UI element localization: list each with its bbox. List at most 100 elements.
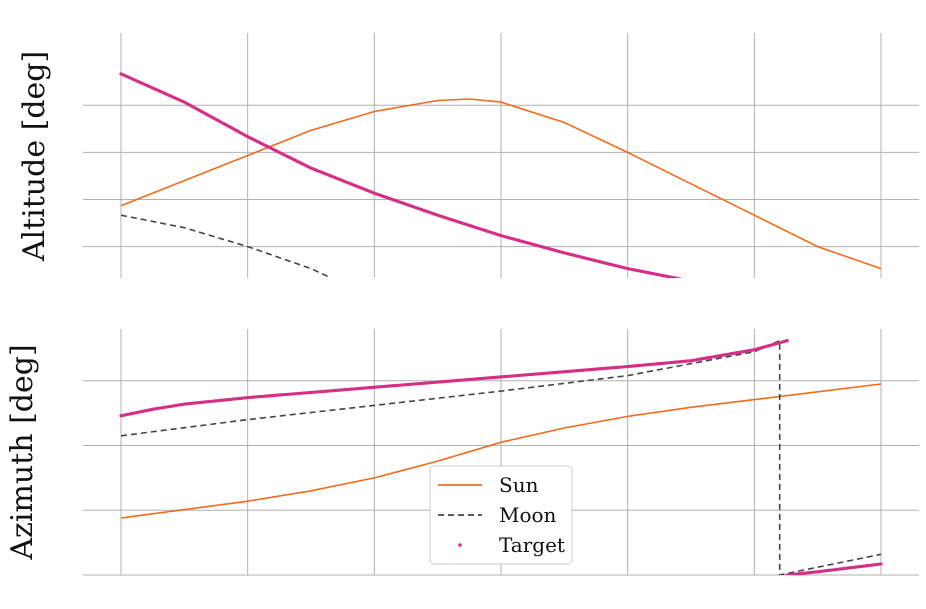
altitude-target-point: [718, 282, 721, 285]
altitude-target-point: [812, 286, 815, 289]
altitude-target-point: [828, 285, 831, 288]
altitude-target-point: [798, 285, 801, 288]
altitude-target-point: [784, 285, 787, 288]
legend-item-sun: Sun: [438, 473, 539, 497]
azimuth-series-target: [119, 339, 789, 418]
altitude-target-point: [843, 283, 846, 286]
altitude-target-point: [873, 280, 876, 283]
altitude-target-point: [751, 284, 754, 287]
altitude-moon-line: [120, 214, 332, 278]
azimuth-axis-label: Azimuth [deg]: [5, 344, 40, 560]
altitude-target-point: [857, 282, 860, 285]
altitude-target-point: [747, 284, 750, 287]
altitude-target-point: [723, 282, 726, 285]
altitude-target-point: [714, 281, 717, 284]
altitude-target-point: [804, 286, 807, 289]
altitude-target-point: [745, 284, 748, 287]
altitude-target-point: [786, 285, 789, 288]
altitude-target-point: [861, 281, 864, 284]
altitude-target-point: [754, 284, 757, 287]
legend-label: Sun: [499, 473, 539, 497]
legend: Sun Moon Target: [429, 465, 573, 565]
altitude-target-point: [730, 283, 733, 286]
altitude-panel: Altitude [deg]: [17, 33, 919, 289]
altitude-target-point: [827, 285, 830, 288]
altitude-axis-label: Altitude [deg]: [17, 51, 52, 262]
altitude-target-point: [872, 280, 875, 283]
legend-item-moon: Moon: [438, 503, 557, 527]
altitude-target-point: [806, 286, 809, 289]
altitude-series: [119, 72, 882, 289]
altitude-target-point: [694, 280, 697, 283]
altitude-target-point: [790, 285, 793, 288]
legend-item-target: Target: [458, 533, 565, 557]
altitude-target-point: [815, 286, 818, 289]
altitude-target-point: [756, 284, 759, 287]
altitude-target-point: [833, 284, 836, 287]
altitude-target-point: [780, 285, 783, 288]
legend-label: Target: [499, 533, 565, 557]
altitude-target-point: [741, 283, 744, 286]
altitude-target-point: [689, 280, 692, 283]
altitude-target-point: [796, 285, 799, 288]
altitude-target-point: [712, 281, 715, 284]
altitude-target-point: [852, 282, 855, 285]
altitude-target-point: [801, 285, 804, 288]
azimuth-panel: Azimuth [deg]: [5, 329, 919, 576]
altitude-target-point: [679, 277, 682, 278]
altitude-target-point: [858, 282, 861, 285]
altitude-grid: [83, 33, 919, 278]
altitude-target-point: [759, 284, 762, 287]
altitude-target-point: [821, 285, 824, 288]
altitude-target-point: [778, 285, 781, 288]
altitude-target-point: [878, 280, 881, 283]
altitude-target-point: [777, 285, 780, 288]
altitude-target-point: [729, 282, 732, 285]
altitude-target-point: [750, 284, 753, 287]
legend-label: Moon: [499, 503, 557, 527]
altitude-target-point: [701, 280, 704, 283]
altitude-target-point: [824, 285, 827, 288]
altitude-target-point: [727, 282, 730, 285]
altitude-target-point: [709, 281, 712, 284]
altitude-target-point: [802, 285, 805, 288]
altitude-target-point: [875, 280, 878, 283]
altitude-target-point: [721, 282, 724, 285]
altitude-target-point: [736, 283, 739, 286]
altitude-target-point: [836, 284, 839, 287]
altitude-target-point: [762, 284, 765, 287]
azimuth-moon-line: [120, 339, 882, 575]
altitude-target-point: [744, 284, 747, 287]
altitude-target-point: [757, 284, 760, 287]
altitude-target-point: [783, 285, 786, 288]
altitude-target-point: [822, 285, 825, 288]
altitude-target-point: [715, 281, 718, 284]
altitude-target-point: [830, 284, 833, 287]
altitude-target-point: [866, 281, 869, 284]
altitude-target-point: [772, 285, 775, 288]
altitude-target-point: [720, 282, 723, 285]
altitude-target-point: [834, 284, 837, 287]
altitude-target-point: [851, 282, 854, 285]
altitude-target-point: [711, 281, 714, 284]
azimuth-sun-line: [120, 383, 882, 519]
altitude-target-point: [769, 285, 772, 288]
altitude-target-point: [793, 285, 796, 288]
altitude-target-point: [787, 285, 790, 288]
altitude-target-point: [789, 285, 792, 288]
altitude-series-target: [119, 72, 881, 289]
azimuth-series: [119, 339, 883, 575]
altitude-target-point: [831, 284, 834, 287]
altitude-target-point: [869, 281, 872, 284]
altitude-target-point: [724, 282, 727, 285]
altitude-target-point: [700, 280, 703, 283]
altitude-target-point: [774, 285, 777, 288]
altitude-target-point: [855, 282, 858, 285]
altitude-target-point: [799, 285, 802, 288]
altitude-target-point: [825, 285, 828, 288]
altitude-sun-line: [120, 98, 882, 270]
altitude-target-point: [795, 285, 798, 288]
azimuth-series-target: [785, 562, 883, 575]
altitude-target-point: [685, 279, 688, 282]
